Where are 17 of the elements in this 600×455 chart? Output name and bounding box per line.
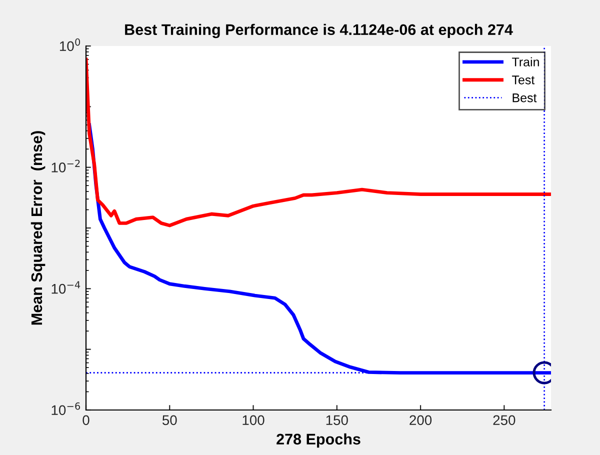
y-tick-label: 10$^{−4}$ [52,281,80,294]
legend-label: Train [512,57,539,66]
y-axis-title: Mean Squared Error (mse) [30,131,46,325]
x-tick-label: 100 [242,415,264,426]
chart-title: Best Training Performance is 4.1124e-06 at epoch 274 [125,24,513,38]
y-tick-label: 10$^{−6}$ [52,402,80,416]
x-tick-label: 250 [493,415,516,426]
y-tick-label: 10$^{−2}$ [52,160,80,172]
y-tick-label: 10$^{0}$ [60,38,80,52]
legend-label: Test [512,76,535,84]
x-axis-title: 278 Epochs [276,433,360,448]
ref-line-label: Best [512,94,537,102]
x-tick-label: 50 [162,415,177,426]
line-series [86,58,551,228]
x-tick-label: 200 [410,415,432,426]
x-tick-label: 150 [326,415,348,426]
x-tick-label: 0 [82,415,90,426]
